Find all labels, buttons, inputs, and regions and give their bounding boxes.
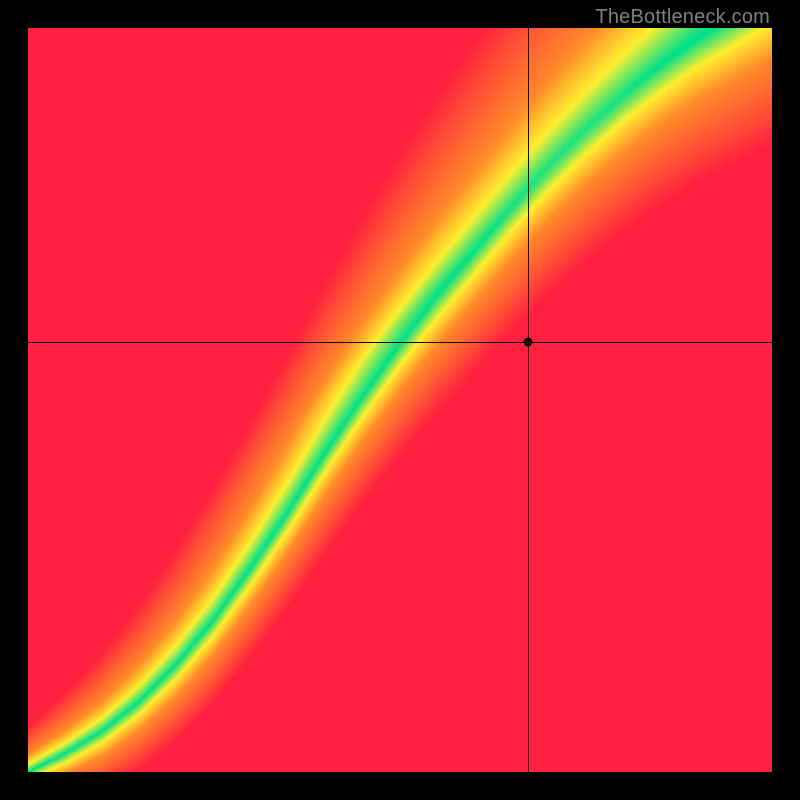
heatmap-plot [28, 28, 772, 772]
crosshair-marker [523, 337, 532, 346]
heatmap-canvas [28, 28, 772, 772]
crosshair-vertical [528, 28, 529, 772]
crosshair-horizontal [28, 342, 772, 343]
watermark-text: TheBottleneck.com [595, 6, 770, 29]
